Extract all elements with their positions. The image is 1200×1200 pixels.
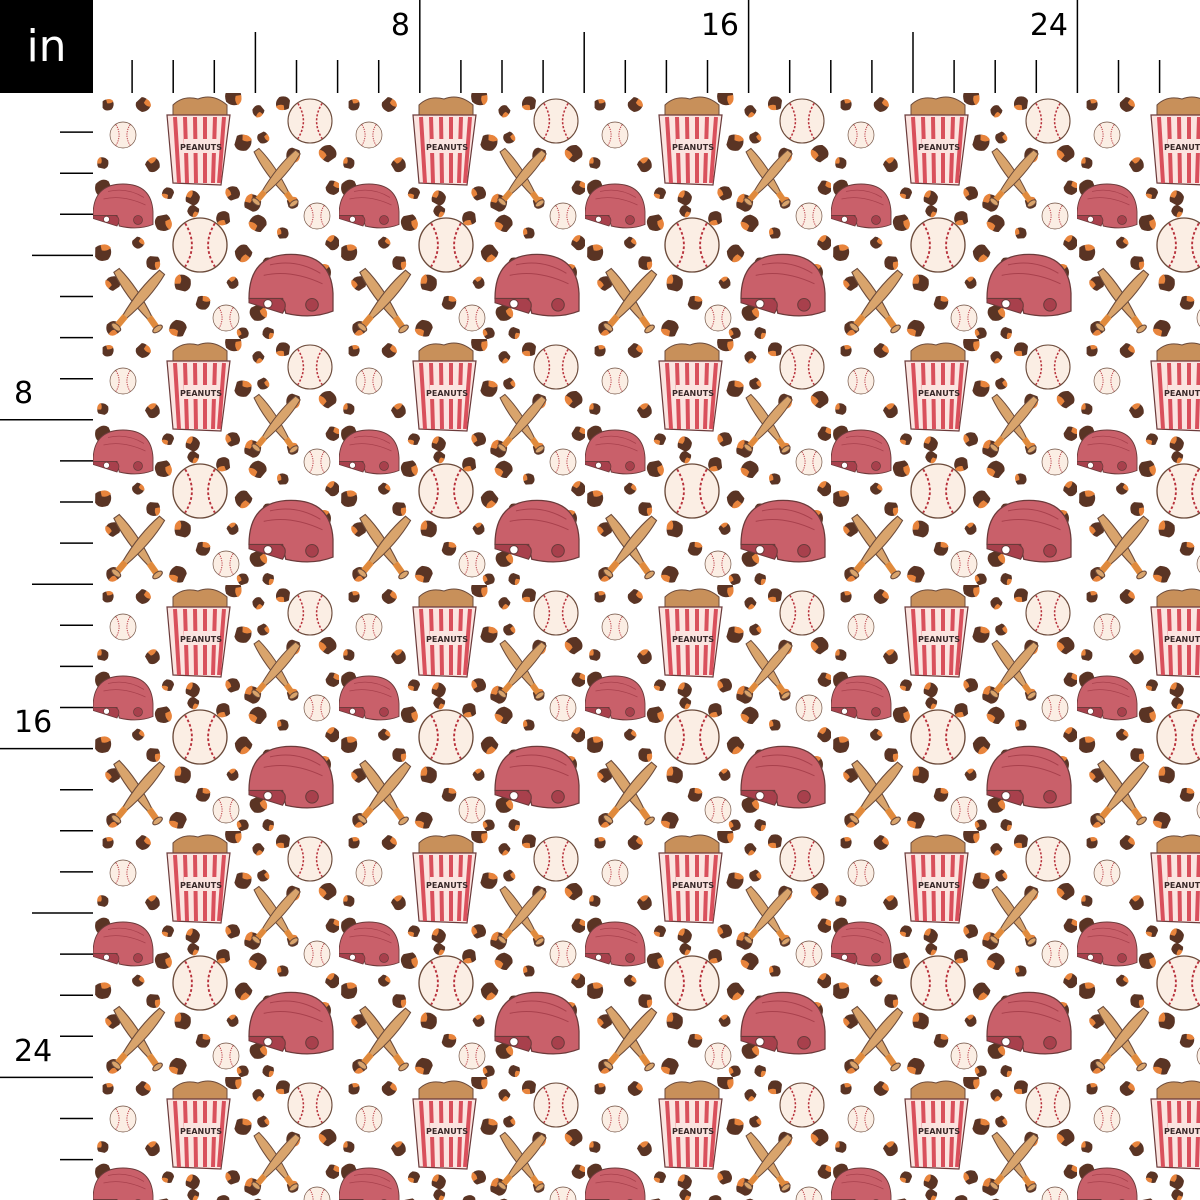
peanuts-box-label-repeat: PEANUTS [918,881,960,890]
top-ruler-label-24: 24 [1030,8,1068,43]
peanuts-box-label-repeat: PEANUTS [918,1127,960,1136]
peanuts-box-label-repeat: PEANUTS [426,143,468,152]
peanuts-box-label-repeat: PEANUTS [180,635,222,644]
fabric-pattern: PEANUTS PEANUTS PEANUTS PEANUTS PEANUTS PEAN… [93,93,1200,1200]
peanuts-box-label-repeat: PEANUTS [1164,389,1200,398]
left-ruler: 8 16 24 [0,131,93,1161]
peanuts-box-label-repeat: PEANUTS [918,635,960,644]
peanuts-box-label-repeat: PEANUTS [918,143,960,152]
peanuts-box-label-repeat: PEANUTS [672,1127,714,1136]
peanuts-box-label-repeat: PEANUTS [1164,635,1200,644]
peanuts-box-label-repeat: PEANUTS [426,881,468,890]
peanuts-box-label-repeat: PEANUTS [426,635,468,644]
peanuts-box-label-repeat: PEANUTS [918,389,960,398]
pattern-background [93,93,1200,1200]
peanuts-box-label-repeat: PEANUTS [426,389,468,398]
peanuts-box-label-repeat: PEANUTS [426,1127,468,1136]
peanuts-box-label-repeat: PEANUTS [180,389,222,398]
left-ruler-label-8: 8 [14,376,33,411]
peanuts-box-label-repeat: PEANUTS [180,1127,222,1136]
left-ruler-label-16: 16 [14,705,52,740]
peanuts-box-label-repeat: PEANUTS [1164,881,1200,890]
peanuts-box-label: PEANUTS [180,143,222,152]
peanuts-box-label-repeat: PEANUTS [672,635,714,644]
top-ruler: 8 16 24 [131,0,1161,93]
peanuts-box-label-repeat: PEANUTS [1164,143,1200,152]
peanuts-box-label-repeat: PEANUTS [180,881,222,890]
peanuts-box-label-repeat: PEANUTS [672,881,714,890]
left-ruler-label-24: 24 [14,1034,52,1069]
top-ruler-label-8: 8 [391,8,410,43]
peanuts-box-label-repeat: PEANUTS [1164,1127,1200,1136]
top-ruler-label-16: 16 [701,8,739,43]
peanuts-box-label-repeat: PEANUTS [672,143,714,152]
peanuts-box-label-repeat: PEANUTS [672,389,714,398]
unit-label: in [0,0,93,93]
